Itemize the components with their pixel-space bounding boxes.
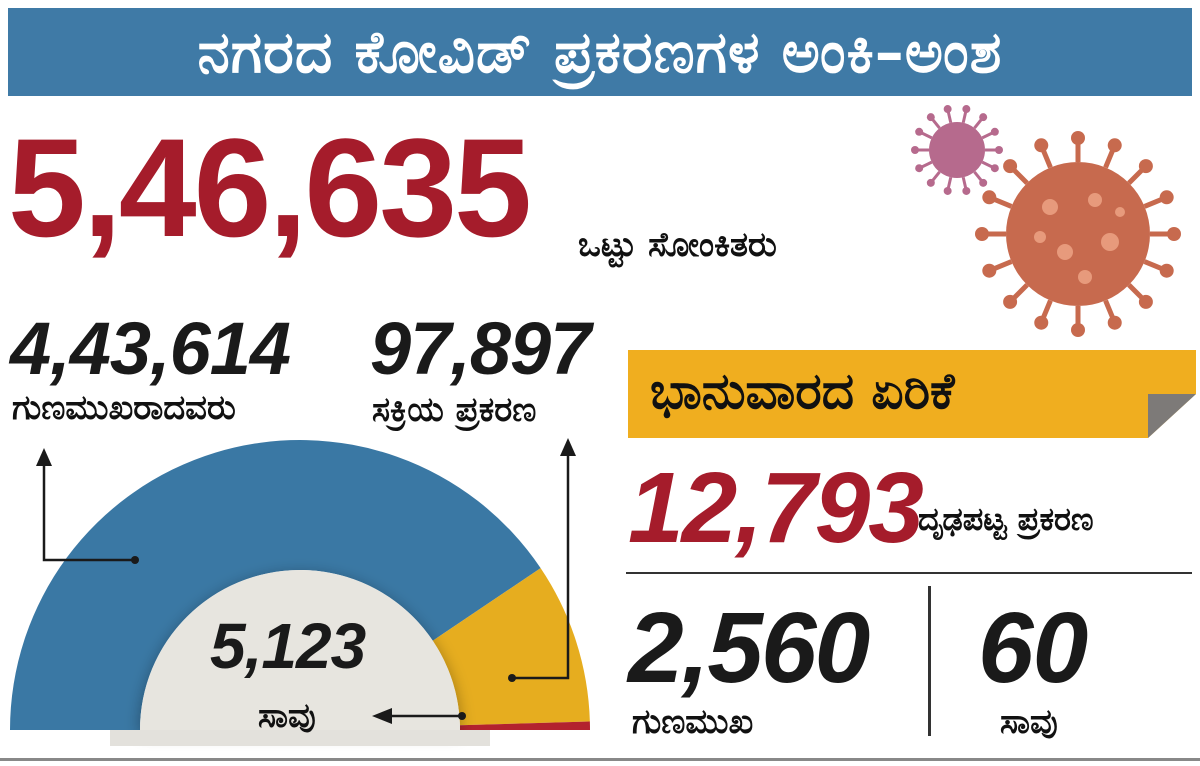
deaths-label: ಸಾವು [258,696,316,736]
sunday-deaths-value: 60 [978,592,1088,704]
gauge-segment-deaths [459,721,590,730]
active-arrow-line [512,452,570,680]
banner-fold-corner [1148,394,1196,438]
active-label: ಸಕ್ರಿಯ ಪ್ರಕರಣ [372,390,537,430]
sunday-recovered-label: ಗುಣಮುಖ [632,702,754,742]
total-cases-value: 5,46,635 [8,109,532,266]
sunday-deaths-label: ಸಾವು [1000,702,1058,742]
total-cases-label: ಒಟ್ಟು ಸೋಂಕಿತರು [578,225,777,265]
gauge-base [110,730,490,746]
gauge-center-disc [140,570,460,730]
divider-horizontal [626,572,1192,574]
gauge-chart [10,438,590,746]
title-banner: ನಗರದ ಕೋವಿಡ್ ಪ್ರಕರಣಗಳ ಅಂಕಿ–ಅಂಶ [8,8,1192,96]
bottom-rule [0,758,1200,761]
arrow-left-icon [372,708,392,724]
deaths-arrow-dot [458,712,466,720]
sunday-increase-banner [628,350,1196,438]
sunday-increase-heading: ಭಾನುವಾರದ ಏರಿಕೆ [650,362,955,420]
deaths-value: 5,123 [210,610,366,682]
sunday-confirmed-label: ದೃಢಪಟ್ಟ ಪ್ರಕರಣ [918,500,1094,538]
recovered-arrow-dot [131,556,139,564]
active-value: 97,897 [370,307,591,390]
virus-icon-small [911,105,1003,195]
sunday-recovered-value: 2,560 [628,592,870,704]
recovered-arrow-line [42,462,135,562]
divider-vertical [928,586,931,736]
sunday-confirmed-value: 12,793 [628,452,924,564]
page-title: ನಗರದ ಕೋವಿಡ್ ಪ್ರಕರಣಗಳ ಅಂಕಿ–ಅಂಶ [197,17,1003,86]
virus-icon-large [975,131,1181,337]
gauge-segment-recovered [10,439,541,730]
gauge-segment-active [432,568,590,726]
active-arrow-dot [508,674,516,682]
recovered-label: ಗುಣಮುಖರಾದವರು [12,388,236,428]
arrow-up-icon [560,438,576,456]
arrow-up-icon [36,448,52,466]
recovered-value: 4,43,614 [10,307,291,390]
